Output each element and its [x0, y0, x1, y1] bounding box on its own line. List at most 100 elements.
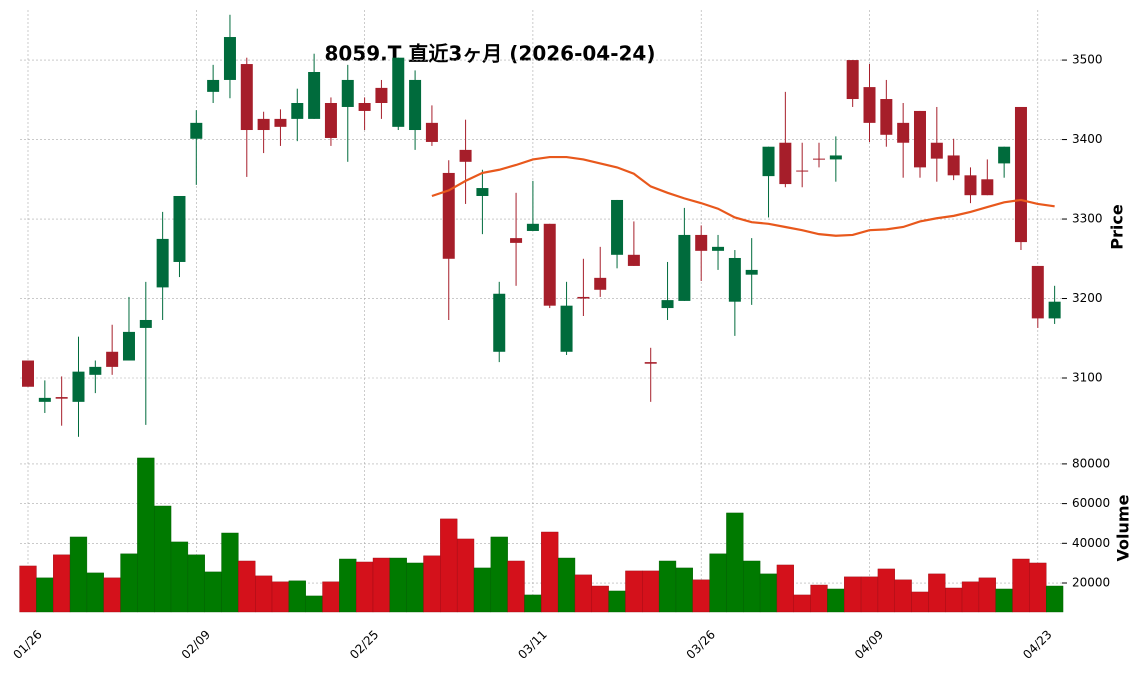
- y2-tick-label: 80000: [1072, 456, 1110, 470]
- candle-body: [274, 118, 287, 127]
- volume-bar: [473, 567, 492, 613]
- volume-bar: [625, 570, 643, 613]
- volume-bar: [103, 577, 121, 613]
- volume-bar: [810, 584, 828, 613]
- volume-bar: [355, 561, 374, 613]
- volume-bar: [793, 594, 811, 613]
- candle-body: [813, 158, 826, 160]
- volume-bar: [305, 595, 323, 613]
- volume-bar: [389, 557, 407, 613]
- volume-bar: [961, 581, 980, 613]
- candle-body: [308, 71, 321, 119]
- candle-body: [543, 223, 556, 306]
- volume-bar: [255, 575, 273, 613]
- y-axis-label: Price: [1108, 204, 1127, 250]
- candle-body: [661, 300, 674, 309]
- candle-body: [341, 79, 354, 107]
- candle-body: [459, 149, 472, 162]
- candle-body: [880, 99, 893, 135]
- volume-bar: [271, 581, 290, 613]
- x-tick-label: 01/26: [10, 627, 44, 661]
- volume-bar: [36, 577, 54, 613]
- candle-body: [728, 257, 741, 302]
- candle-body: [964, 175, 977, 196]
- volume-bar: [844, 576, 862, 613]
- candle-body: [38, 397, 51, 402]
- candle-body: [510, 238, 523, 243]
- chart-title: 8059.T 直近3ヶ月 (2026-04-24): [325, 42, 656, 66]
- candle-body: [644, 362, 657, 364]
- volume-bar: [170, 541, 189, 613]
- candle-body: [173, 195, 186, 262]
- candle-body: [560, 305, 573, 352]
- x-tick-label: 02/25: [347, 627, 381, 661]
- candle-body: [762, 146, 775, 177]
- candle-body: [779, 142, 792, 185]
- candle-body: [913, 110, 926, 168]
- candle-body: [207, 79, 220, 92]
- y-tick-label: 3500: [1072, 53, 1103, 67]
- volume-bar: [221, 532, 239, 613]
- y-tick-label: 3100: [1072, 371, 1103, 385]
- candle-body: [55, 397, 68, 399]
- candle-body: [745, 269, 758, 275]
- x-tick-label: 03/26: [684, 627, 718, 661]
- candle-body: [442, 172, 455, 259]
- candle-body: [291, 102, 304, 119]
- volume-bar: [911, 591, 929, 613]
- volume-bar: [759, 573, 778, 613]
- moving-average-line: [431, 155, 1055, 237]
- candle-body: [829, 155, 842, 160]
- volume-bar: [877, 568, 895, 613]
- candle-body: [240, 64, 253, 131]
- volume-bar: [574, 574, 593, 613]
- candle-body: [223, 37, 236, 80]
- volume-bar: [541, 531, 559, 613]
- candle-body: [72, 371, 85, 402]
- volume-bar: [86, 572, 104, 613]
- candle-body: [627, 254, 640, 266]
- candle-body: [106, 351, 119, 367]
- volume-bar: [860, 576, 879, 613]
- y-tick-label: 3400: [1072, 132, 1103, 146]
- candle-body: [526, 223, 539, 231]
- volume-bar: [490, 536, 508, 613]
- volume-bar: [557, 557, 576, 613]
- candle-body: [190, 122, 203, 139]
- candle-body: [324, 102, 337, 138]
- volume-bar: [675, 567, 693, 613]
- volume-bar: [608, 590, 626, 613]
- y2-axis-label: Volume: [1114, 494, 1133, 561]
- candle-body: [577, 296, 590, 299]
- y2-tick-label: 20000: [1072, 576, 1110, 590]
- candle-body: [1014, 106, 1027, 243]
- candle-body: [998, 146, 1011, 164]
- y-tick-label: 3300: [1072, 212, 1103, 226]
- y-tick-label: 3200: [1072, 291, 1103, 305]
- candle-body: [981, 179, 994, 196]
- volume-bar: [53, 554, 71, 613]
- candle-body: [695, 234, 708, 251]
- volume-bar: [238, 560, 256, 613]
- volume-bar: [288, 580, 306, 613]
- candle-body: [257, 118, 270, 131]
- volume-bar: [743, 560, 761, 613]
- volume-bar: [1029, 562, 1047, 613]
- volume-bar: [524, 594, 542, 613]
- volume-bar: [726, 512, 744, 613]
- candle-body: [358, 102, 371, 111]
- candle-body: [678, 234, 691, 301]
- candle-body: [897, 122, 910, 143]
- candle-body: [392, 57, 405, 127]
- volume-bar: [776, 564, 794, 613]
- candle-body: [594, 277, 607, 290]
- candle-body: [156, 238, 169, 288]
- x-tick-label: 04/23: [1020, 627, 1054, 661]
- volume-bar: [456, 538, 475, 613]
- volume-bar: [19, 565, 37, 613]
- volume-bar: [894, 579, 912, 613]
- candle-body: [947, 155, 960, 176]
- volume-bar: [69, 536, 88, 613]
- volume-bar: [187, 554, 205, 613]
- volume-bar: [322, 581, 340, 613]
